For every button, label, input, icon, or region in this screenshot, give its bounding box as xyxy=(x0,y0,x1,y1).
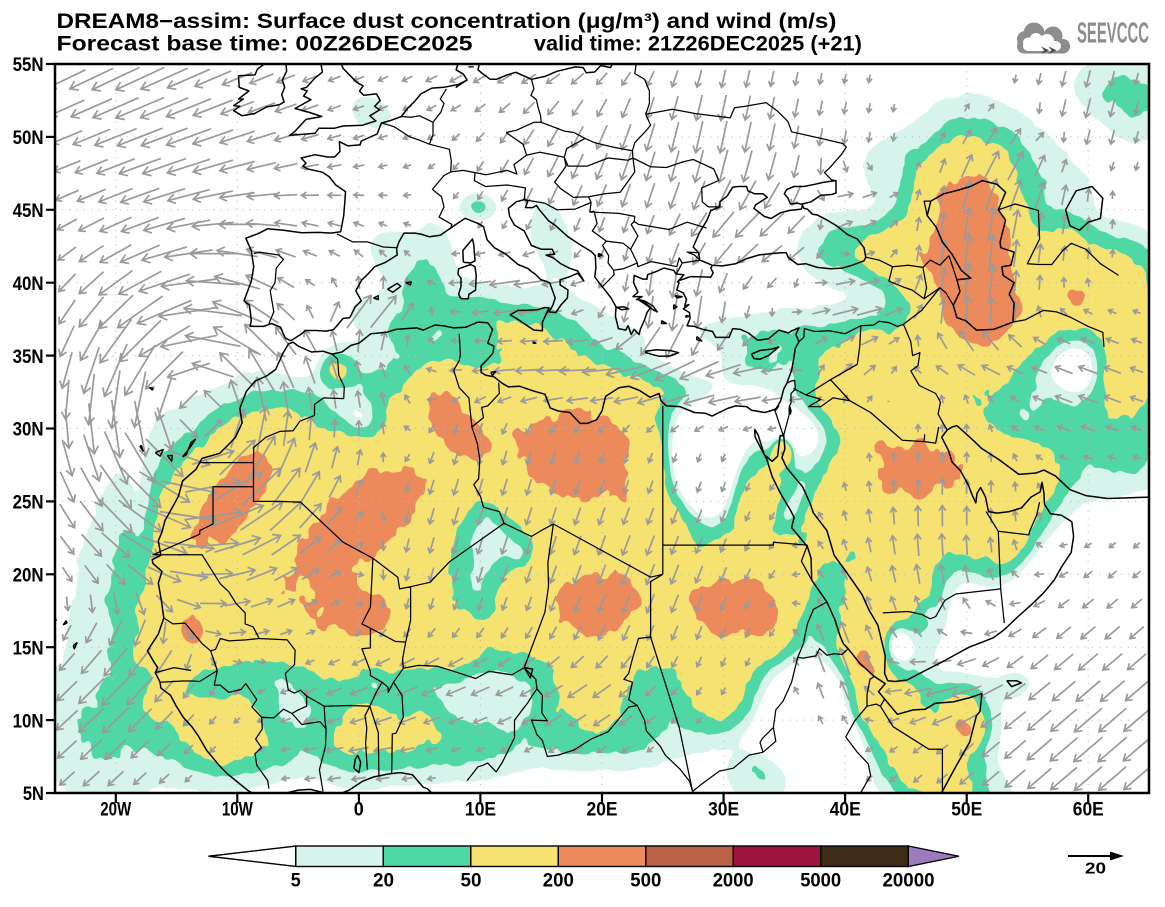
svg-text:10N: 10N xyxy=(13,710,44,732)
svg-text:0: 0 xyxy=(354,799,364,821)
svg-text:60E: 60E xyxy=(1073,799,1104,821)
svg-text:40E: 40E xyxy=(830,799,861,821)
svg-text:SEEVCCC: SEEVCCC xyxy=(1077,18,1149,50)
svg-text:20W: 20W xyxy=(100,799,131,821)
svg-text:20E: 20E xyxy=(587,799,618,821)
svg-text:200: 200 xyxy=(543,869,574,891)
svg-text:10E: 10E xyxy=(465,799,496,821)
svg-text:20N: 20N xyxy=(13,565,44,587)
svg-text:5: 5 xyxy=(291,869,301,891)
svg-text:Forecast base time: 00Z26DEC20: Forecast base time: 00Z26DEC2025 xyxy=(57,33,473,56)
svg-text:35N: 35N xyxy=(13,346,44,368)
svg-text:25N: 25N xyxy=(13,492,44,514)
svg-text:5000: 5000 xyxy=(800,869,841,891)
svg-text:DREAM8−assim: Surface dust con: DREAM8−assim: Surface dust concentration… xyxy=(57,10,837,33)
svg-text:30E: 30E xyxy=(708,799,739,821)
svg-text:40N: 40N xyxy=(13,273,44,295)
svg-text:50E: 50E xyxy=(951,799,982,821)
svg-text:20: 20 xyxy=(373,869,394,891)
svg-text:50: 50 xyxy=(461,869,482,891)
svg-text:15N: 15N xyxy=(13,637,44,659)
svg-text:55N: 55N xyxy=(13,54,44,76)
svg-text:20: 20 xyxy=(1085,861,1106,878)
svg-text:45N: 45N xyxy=(13,200,44,222)
svg-text:50N: 50N xyxy=(13,127,44,149)
svg-text:5N: 5N xyxy=(23,783,44,805)
svg-text:valid time: 21Z26DEC2025 (+21): valid time: 21Z26DEC2025 (+21) xyxy=(534,33,862,56)
svg-text:500: 500 xyxy=(630,869,661,891)
svg-text:2000: 2000 xyxy=(713,869,754,891)
svg-text:20000: 20000 xyxy=(883,869,935,891)
svg-text:10W: 10W xyxy=(222,799,253,821)
svg-text:30N: 30N xyxy=(13,419,44,441)
